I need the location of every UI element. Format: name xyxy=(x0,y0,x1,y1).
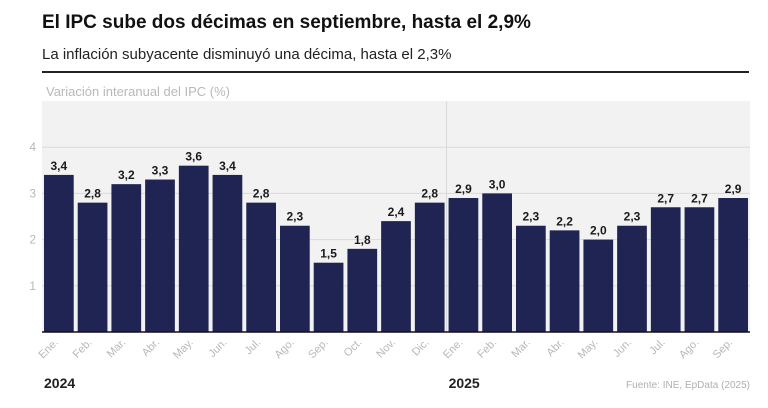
bar xyxy=(617,225,647,332)
bar xyxy=(111,184,142,332)
x-tick-label: Ene. xyxy=(441,337,465,361)
bar xyxy=(381,221,411,332)
x-tick-label: May. xyxy=(576,337,601,362)
year-label: 2024 xyxy=(44,375,75,391)
bar-value-label: 3,4 xyxy=(51,159,68,173)
y-tick-label: 3 xyxy=(29,186,36,200)
x-tick-label: Mar. xyxy=(509,337,533,361)
x-tick-label: Feb. xyxy=(71,337,95,361)
chart-subtitle: La inflación subyacente disminuyó una dé… xyxy=(42,46,452,63)
bar-value-label: 3,4 xyxy=(219,159,236,173)
x-tick-label: Jun. xyxy=(611,337,634,360)
bar-value-label: 2,8 xyxy=(421,187,438,201)
x-tick-label: Jul. xyxy=(647,337,668,358)
bar-value-label: 2,7 xyxy=(657,191,674,205)
x-tick-label: Sep. xyxy=(306,337,330,361)
bar-value-label: 2,9 xyxy=(455,182,472,196)
x-tick-label: Abr. xyxy=(544,337,566,359)
bar xyxy=(212,174,243,332)
title-divider xyxy=(42,71,749,73)
bar xyxy=(414,202,445,332)
x-tick-label: Feb. xyxy=(475,337,499,361)
bar xyxy=(448,198,479,332)
x-tick-label: Dic. xyxy=(410,337,432,359)
x-tick-label: Abr. xyxy=(140,337,162,359)
bar xyxy=(516,225,546,332)
bar xyxy=(44,174,74,332)
bar-value-label: 3,6 xyxy=(185,150,202,164)
bar-value-label: 2,3 xyxy=(523,210,540,224)
bar xyxy=(77,202,108,332)
bar xyxy=(280,225,310,332)
x-tick-label: Jul. xyxy=(243,337,264,358)
bar-value-label: 2,9 xyxy=(725,182,742,196)
bar-value-label: 2,7 xyxy=(691,191,708,205)
y-axis-label: Variación interanual del IPC (%) xyxy=(46,84,230,99)
x-tick-label: Nov. xyxy=(374,337,398,361)
bar xyxy=(549,230,580,332)
bar xyxy=(246,202,276,332)
bar-value-label: 2,3 xyxy=(624,210,641,224)
x-tick-label: Ene. xyxy=(36,337,60,361)
y-tick-label: 4 xyxy=(29,140,36,154)
chart-title: El IPC sube dos décimas en septiembre, h… xyxy=(42,12,531,33)
bar-value-label: 3,0 xyxy=(489,177,506,191)
bar xyxy=(313,262,344,332)
x-tick-label: May. xyxy=(171,337,196,362)
x-tick-label: Ago. xyxy=(677,337,701,361)
x-tick-label: Oct. xyxy=(342,337,365,360)
bar xyxy=(650,207,681,332)
bar xyxy=(347,248,378,332)
bar-value-label: 2,8 xyxy=(253,187,270,201)
bar xyxy=(482,193,512,332)
x-tick-label: Jun. xyxy=(206,337,229,360)
bar xyxy=(718,198,748,332)
y-tick-label: 2 xyxy=(29,233,36,247)
source-note: Fuente: INE, EpData (2025) xyxy=(626,380,750,391)
bar xyxy=(178,165,209,332)
bar xyxy=(583,239,614,332)
bar xyxy=(684,207,715,332)
bar-value-label: 1,8 xyxy=(354,233,371,247)
year-label: 2025 xyxy=(449,375,480,391)
y-tick-label: 1 xyxy=(29,279,36,293)
bar-value-label: 2,4 xyxy=(388,205,405,219)
bar-value-label: 2,8 xyxy=(84,187,101,201)
x-tick-label: Ago. xyxy=(272,337,296,361)
x-tick-label: Sep. xyxy=(711,337,735,361)
bar-value-label: 2,3 xyxy=(287,210,304,224)
bar-value-label: 1,5 xyxy=(320,247,337,261)
bar-value-label: 3,3 xyxy=(152,164,169,178)
bar-value-label: 3,2 xyxy=(118,168,135,182)
bar xyxy=(145,179,175,332)
bar-value-label: 2,2 xyxy=(556,214,573,228)
bar-value-label: 2,0 xyxy=(590,224,607,238)
x-tick-label: Mar. xyxy=(105,337,129,361)
